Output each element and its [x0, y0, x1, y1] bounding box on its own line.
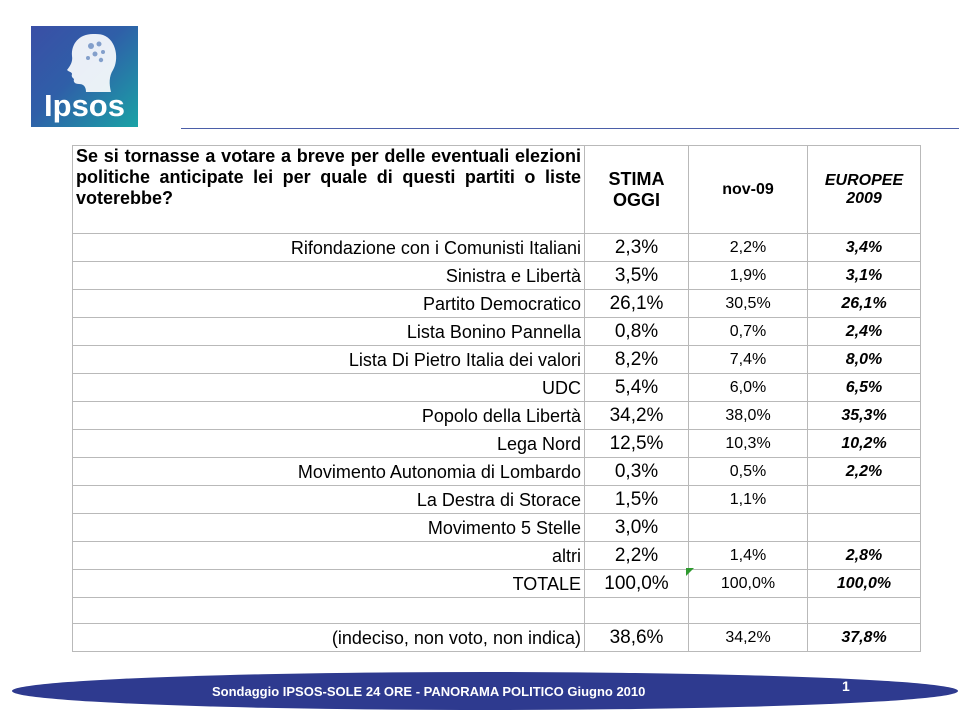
table-row: Lega Nord 12,5% 10,3% 10,2%	[72, 429, 921, 458]
cell-eu: 6,5%	[807, 373, 921, 402]
empty-cell	[72, 597, 585, 624]
cell-stima: 2,3%	[584, 233, 689, 262]
profile-head-icon	[67, 34, 117, 92]
cell-party: Movimento Autonomia di Lombardo	[72, 457, 585, 486]
header-rule	[181, 128, 959, 129]
cell-eu	[807, 513, 921, 542]
table-row: altri 2,2% 1,4% 2,8%	[72, 541, 921, 570]
header-stima-line1: STIMA	[608, 168, 665, 189]
empty-cell	[584, 597, 689, 624]
cell-nov: 1,1%	[688, 485, 808, 514]
table-row: Rifondazione con i Comunisti Italiani 2,3…	[72, 233, 921, 262]
logo-text: Ipsos	[44, 88, 125, 123]
empty-cell	[807, 597, 921, 624]
cell-nov: 0,7%	[688, 317, 808, 346]
question-text: Se si tornasse a votare a breve per dell…	[72, 145, 585, 234]
cell-party: La Destra di Storace	[72, 485, 585, 514]
cell-party: Lega Nord	[72, 429, 585, 458]
cell-stima: 38,6%	[584, 623, 689, 652]
cell-nov: 34,2%	[688, 623, 808, 652]
cell-nov: 0,5%	[688, 457, 808, 486]
cell-stima: 12,5%	[584, 429, 689, 458]
ipsos-logo: Ipsos	[31, 26, 138, 127]
cell-party: Lista Bonino Pannella	[72, 317, 585, 346]
cell-eu: 8,0%	[807, 345, 921, 374]
cell-stima: 1,5%	[584, 485, 689, 514]
cell-party: Rifondazione con i Comunisti Italiani	[72, 233, 585, 262]
cell-stima: 2,2%	[584, 541, 689, 570]
cell-eu: 100,0%	[807, 569, 921, 598]
cell-stima: 0,8%	[584, 317, 689, 346]
cell-stima: 100,0%	[584, 569, 689, 598]
cell-nov	[688, 513, 808, 542]
cell-eu: 2,4%	[807, 317, 921, 346]
cell-party: UDC	[72, 373, 585, 402]
cell-eu	[807, 485, 921, 514]
header-stima-oggi: STIMA OGGI	[584, 145, 689, 234]
cell-nov: 30,5%	[688, 289, 808, 318]
cell-nov: 10,3%	[688, 429, 808, 458]
cell-stima: 0,3%	[584, 457, 689, 486]
cell-nov: 38,0%	[688, 401, 808, 430]
cell-comment-marker	[686, 568, 694, 576]
cell-stima: 34,2%	[584, 401, 689, 430]
poll-table: Se si tornasse a votare a breve per dell…	[72, 145, 921, 652]
cell-stima: 3,5%	[584, 261, 689, 290]
cell-stima: 8,2%	[584, 345, 689, 374]
cell-party: altri	[72, 541, 585, 570]
page-number: 1	[842, 678, 850, 694]
cell-eu: 2,8%	[807, 541, 921, 570]
undecided-row: (indeciso, non voto, non indica) 38,6% 34,…	[72, 623, 921, 652]
cell-party: (indeciso, non voto, non indica)	[72, 623, 585, 652]
footer-bar	[12, 672, 958, 710]
spacer-row	[72, 597, 921, 624]
table-row: UDC 5,4% 6,0% 6,5%	[72, 373, 921, 402]
cell-eu: 35,3%	[807, 401, 921, 430]
footer-text: Sondaggio IPSOS-SOLE 24 ORE - PANORAMA P…	[212, 684, 646, 699]
cell-nov: 1,9%	[688, 261, 808, 290]
table-row: La Destra di Storace 1,5% 1,1%	[72, 485, 921, 514]
table-row: Sinistra e Libertà 3,5% 1,9% 3,1%	[72, 261, 921, 290]
cell-eu: 37,8%	[807, 623, 921, 652]
cell-stima: 26,1%	[584, 289, 689, 318]
cell-party: Partito Democratico	[72, 289, 585, 318]
cell-party: TOTALE	[72, 569, 585, 598]
table-row: TOTALE 100,0% 100,0% 100,0%	[72, 569, 921, 598]
cell-stima: 3,0%	[584, 513, 689, 542]
table-row: Movimento Autonomia di Lombardo 0,3% 0,5% 2…	[72, 457, 921, 486]
header-nov-09: nov-09	[688, 145, 808, 234]
table-row: Partito Democratico 26,1% 30,5% 26,1%	[72, 289, 921, 318]
header-eu-line1: EUROPEE	[824, 171, 904, 189]
cell-nov: 1,4%	[688, 541, 808, 570]
table-row: Popolo della Libertà 34,2% 38,0% 35,3%	[72, 401, 921, 430]
cell-stima: 5,4%	[584, 373, 689, 402]
cell-party: Sinistra e Libertà	[72, 261, 585, 290]
empty-cell	[688, 597, 808, 624]
cell-eu: 2,2%	[807, 457, 921, 486]
cell-eu: 3,1%	[807, 261, 921, 290]
cell-nov: 100,0%	[688, 569, 808, 598]
cell-nov: 7,4%	[688, 345, 808, 374]
cell-eu: 10,2%	[807, 429, 921, 458]
cell-nov: 2,2%	[688, 233, 808, 262]
table-row: Movimento 5 Stelle 3,0%	[72, 513, 921, 542]
cell-nov: 6,0%	[688, 373, 808, 402]
cell-party: Popolo della Libertà	[72, 401, 585, 430]
table-header-row: Se si tornasse a votare a breve per dell…	[72, 145, 921, 234]
header-europee-2009: EUROPEE 2009	[807, 145, 921, 234]
cell-party: Movimento 5 Stelle	[72, 513, 585, 542]
header-stima-line2: OGGI	[612, 189, 660, 210]
cell-eu: 26,1%	[807, 289, 921, 318]
table-row: Lista Bonino Pannella 0,8% 0,7% 2,4%	[72, 317, 921, 346]
table-row: Lista Di Pietro Italia dei valori 8,2% 7,4…	[72, 345, 921, 374]
cell-party: Lista Di Pietro Italia dei valori	[72, 345, 585, 374]
cell-eu: 3,4%	[807, 233, 921, 262]
header-eu-line2: 2009	[846, 189, 882, 207]
